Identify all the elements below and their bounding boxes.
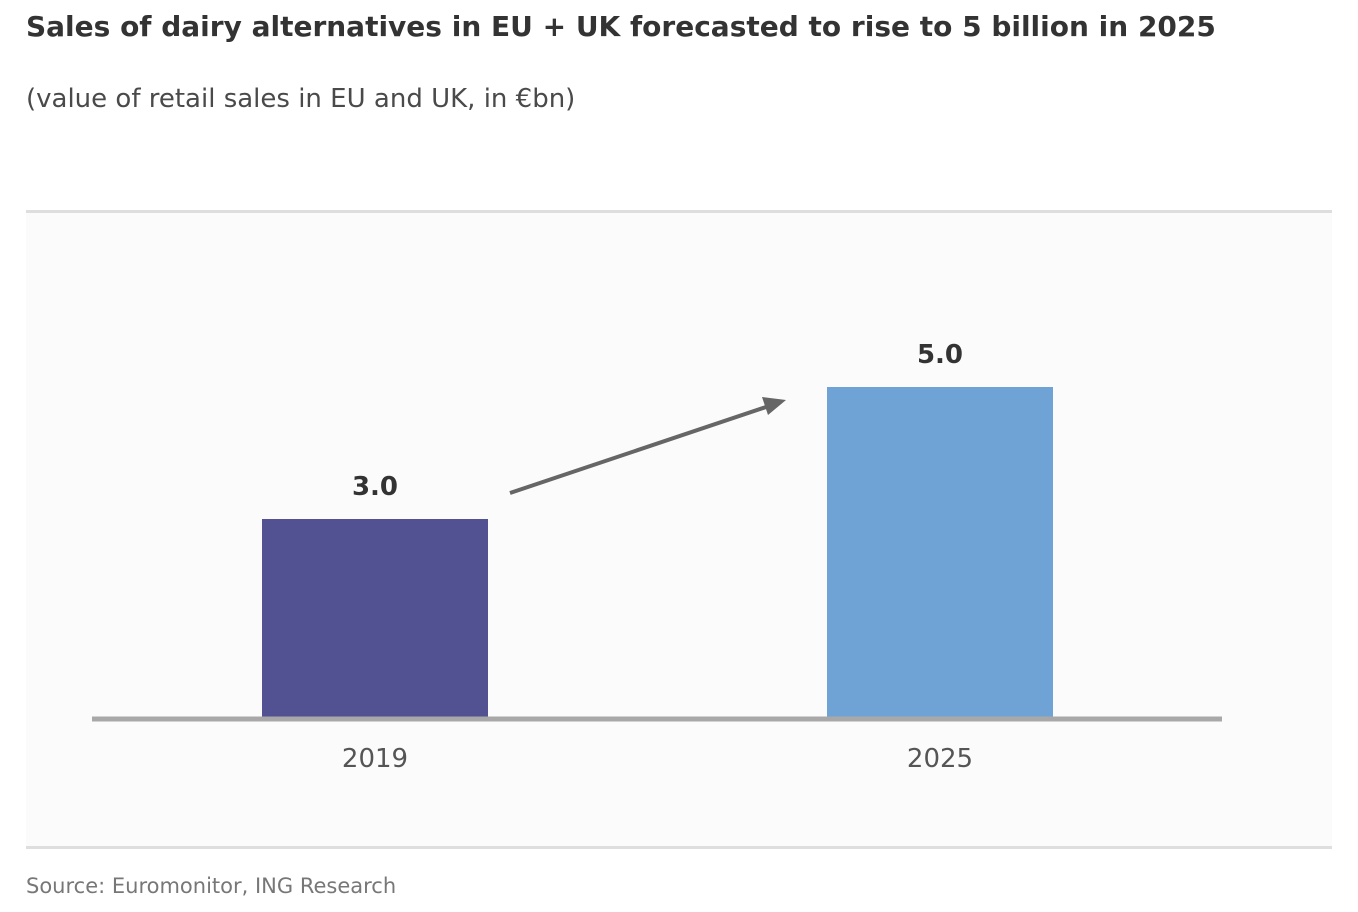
trend-arrow-head	[762, 397, 786, 415]
bottom-divider	[26, 846, 1332, 849]
bar-2019	[262, 519, 488, 717]
chart-area	[26, 213, 1332, 846]
top-divider	[26, 210, 1332, 213]
value-label-2025: 5.0	[917, 340, 963, 370]
value-label-2019: 3.0	[352, 472, 398, 502]
chart-title: Sales of dairy alternatives in EU + UK f…	[26, 10, 1216, 43]
source-note: Source: Euromonitor, ING Research	[26, 874, 397, 898]
x-tick-label-2019: 2019	[342, 744, 408, 774]
trend-arrow	[509, 400, 782, 495]
bar-2025	[827, 387, 1053, 717]
x-tick-label-2025: 2025	[907, 744, 973, 774]
chart-subtitle: (value of retail sales in EU and UK, in …	[26, 84, 576, 114]
